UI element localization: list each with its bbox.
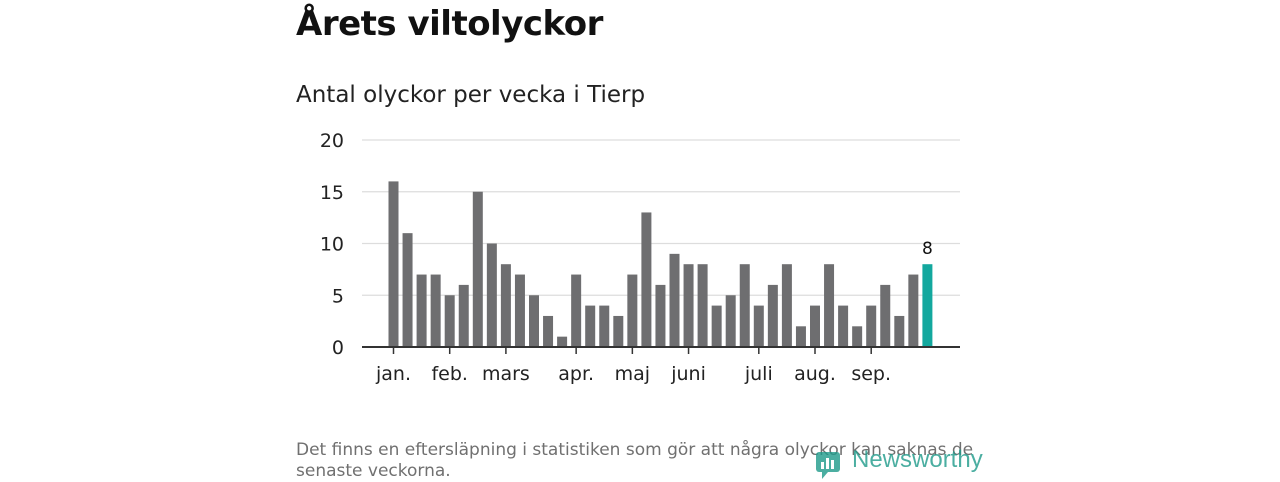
bar (543, 315, 554, 347)
bar (571, 274, 582, 347)
bar-value-label: 8 (922, 239, 933, 259)
bar (641, 212, 652, 347)
bar (585, 305, 596, 347)
y-tick-label: 0 (332, 337, 344, 359)
bar (627, 274, 638, 347)
bar (430, 274, 441, 347)
bar (753, 305, 764, 347)
y-tick-label: 20 (320, 130, 344, 152)
bar (388, 181, 399, 347)
bar (725, 295, 736, 347)
grid-lines (362, 139, 960, 296)
footnote: Det finns en eftersläpning i statistiken… (296, 440, 974, 481)
x-tick-label: juli (744, 363, 773, 385)
x-tick-label: juni (670, 363, 706, 385)
bar (866, 305, 877, 347)
x-tick-label: feb. (431, 363, 467, 385)
x-tick-label: aug. (794, 363, 836, 385)
bar (683, 264, 694, 347)
bar (781, 264, 792, 347)
newsworthy-logo-text: Newsworthy (852, 446, 983, 473)
chart-subtitle: Antal olyckor per vecka i Tierp (296, 82, 646, 108)
bar (880, 284, 891, 347)
bar (402, 233, 413, 347)
bar (824, 264, 835, 347)
chart-title: Årets viltolyckor (296, 4, 603, 44)
bar (458, 284, 469, 347)
newsworthy-logo-icon (816, 452, 840, 479)
bar-chart: 8 0 5 10 15 20 jan. feb. mars apr. maj juni juli aug… (320, 130, 960, 385)
x-tick-label: mars (482, 363, 530, 385)
bar (599, 305, 610, 347)
bar (529, 295, 539, 347)
bar (444, 295, 455, 347)
x-tick-label: apr. (558, 363, 594, 385)
bar-highlight (922, 264, 933, 347)
axes: 0 5 10 15 20 jan. feb. mars apr. maj juni juli aug. s… (320, 130, 960, 385)
bar (557, 336, 568, 347)
bar (669, 253, 680, 347)
bar (767, 284, 778, 347)
bar (416, 274, 427, 347)
bar (711, 305, 722, 347)
x-tick-label: maj (615, 363, 650, 385)
bar (514, 274, 525, 347)
bar (810, 305, 820, 347)
bar (852, 326, 863, 347)
bar (739, 264, 750, 347)
x-tick-label: jan. (375, 363, 411, 385)
bar (697, 264, 708, 347)
bar (613, 315, 624, 347)
y-tick-label: 15 (320, 182, 344, 204)
bar (894, 315, 905, 347)
bar (795, 326, 806, 347)
x-tick-label: sep. (851, 363, 891, 385)
newsworthy-logo: Newsworthy (814, 446, 989, 480)
bar (472, 191, 483, 347)
y-tick-label: 10 (320, 234, 344, 256)
bar (486, 243, 497, 347)
bar (655, 284, 666, 347)
y-tick-label: 5 (332, 285, 344, 307)
bars: 8 (388, 181, 933, 347)
bar (838, 305, 849, 347)
bar (500, 264, 511, 347)
bar (908, 274, 919, 347)
